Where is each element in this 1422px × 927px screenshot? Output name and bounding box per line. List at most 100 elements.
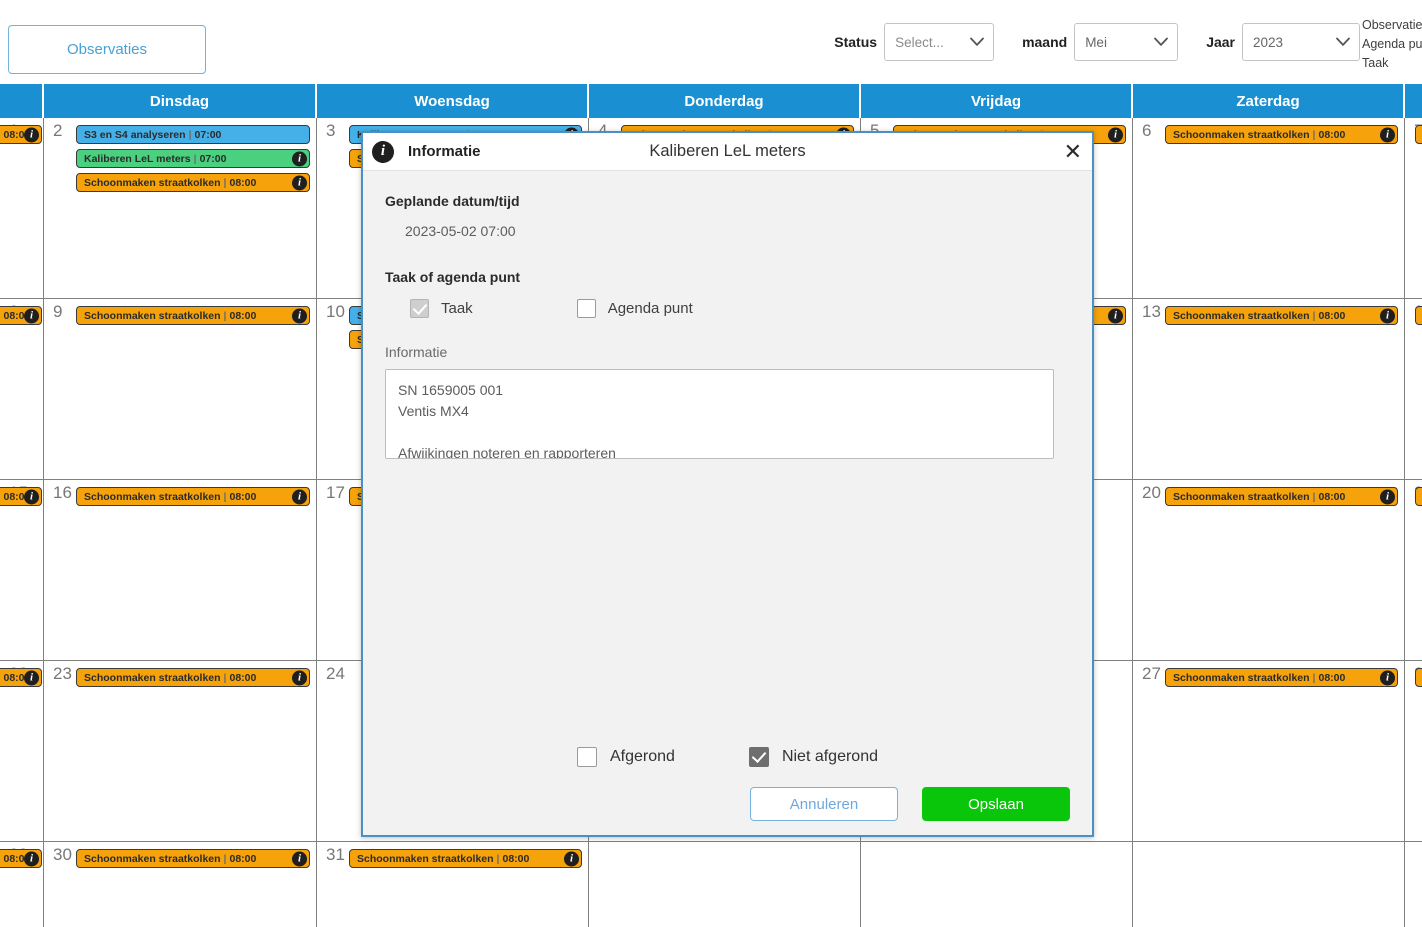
event-pill[interactable]: S3 en S4 analyseren | 07:00 (76, 125, 310, 144)
event-separator: | (188, 128, 192, 141)
info-icon[interactable]: i (564, 851, 579, 866)
event-time: 08:00 (3, 128, 31, 141)
day-number: 20 (1142, 483, 1161, 502)
calendar-day-cell[interactable]: 16 Schoonmaken straatkolken | 08:00 i (44, 480, 317, 660)
status-select[interactable]: Select... (884, 23, 995, 61)
day-events: Schoonmaken straatkolken|08:00 i (1165, 484, 1398, 506)
event-pill[interactable]: Schoonmaken straatkolken|08:00i (0, 487, 42, 506)
info-icon[interactable]: i (292, 489, 307, 504)
event-pill[interactable]: Schoonmaken straatkolken|08:00i (1415, 487, 1422, 506)
tab-observaties[interactable]: Observaties (8, 25, 206, 74)
info-icon[interactable]: i (24, 670, 39, 685)
event-title: Schoonmaken straatkolken (1173, 309, 1310, 322)
niet-afgerond-checkbox[interactable] (748, 747, 769, 767)
calendar-day-cell[interactable] (1133, 842, 1405, 927)
event-time: 08:00 (229, 671, 257, 684)
info-icon[interactable]: i (1380, 670, 1395, 685)
info-icon[interactable]: i (24, 127, 39, 142)
event-pill[interactable]: Schoonmaken straatkolken|08:00i (1415, 668, 1422, 687)
taak-label: Taak (441, 300, 473, 317)
close-icon[interactable]: ✕ (1063, 138, 1082, 164)
afgerond-checkbox[interactable] (577, 747, 597, 767)
jaar-select[interactable]: 2023 (1242, 23, 1360, 61)
taak-checkbox[interactable] (410, 299, 429, 318)
info-icon[interactable]: i (1108, 308, 1123, 323)
calendar-day-cell[interactable]: 30 Schoonmaken straatkolken | 08:00 i (44, 842, 317, 927)
event-pill[interactable]: Schoonmaken straatkolken|08:00i (0, 125, 42, 144)
save-button[interactable]: Opslaan (922, 787, 1070, 821)
event-separator: | (223, 852, 227, 865)
calendar-day-cell[interactable]: 9 Schoonmaken straatkolken | 08:00 i (44, 299, 317, 479)
calendar-day-cell[interactable]: 22Schoonmaken straatkolken|08:00i (0, 661, 44, 841)
day-events: Schoonmaken straatkolken|08:00 i (1165, 122, 1398, 144)
calendar-day-cell[interactable]: 28Schoonmaken straatkolken|08:00i (1405, 661, 1422, 841)
info-icon[interactable]: i (24, 851, 39, 866)
calendar-day-cell[interactable] (589, 842, 861, 927)
day-number: 3 (326, 121, 336, 140)
calendar-day-cell[interactable]: 13 Schoonmaken straatkolken | 08:00 i (1133, 299, 1405, 479)
cancel-button[interactable]: Annuleren (750, 787, 898, 821)
calendar-day-cell[interactable] (861, 842, 1133, 927)
event-separator: | (0, 853, 4, 865)
event-separator: | (223, 309, 227, 322)
event-pill[interactable]: Schoonmaken straatkolken|08:00i (1415, 125, 1422, 144)
calendar-day-cell[interactable] (1405, 842, 1422, 927)
info-icon[interactable]: i (1380, 308, 1395, 323)
day-number: 10 (326, 302, 345, 321)
info-icon[interactable]: i (1380, 127, 1395, 142)
calendar-day-cell[interactable]: 8Schoonmaken straatkolken|08:00i (0, 299, 44, 479)
niet-afgerond-label: Niet afgerond (781, 748, 878, 765)
legend-item-observatie: Observatie (1362, 18, 1422, 32)
event-title: Schoonmaken straatkolken (84, 309, 221, 322)
calendar-day-cell[interactable]: 6 Schoonmaken straatkolken | 08:00 i (1133, 118, 1405, 298)
legend-item-taak: Taak (1362, 56, 1389, 70)
agendapunt-checkbox[interactable] (576, 299, 596, 318)
calendar-day-cell[interactable]: 21Schoonmaken straatkolken|08:00i (1405, 480, 1422, 660)
calendar-day-cell[interactable]: 20 Schoonmaken straatkolken | 08:00 i (1133, 480, 1405, 660)
modal-footer: Afgerond Niet afgerond Annuleren Opslaan (363, 747, 1092, 835)
event-pill[interactable]: Schoonmaken straatkolken|08:00i (0, 668, 42, 687)
informatie-textarea[interactable]: SN 1659005 001 Ventis MX4 Afwijkingen no… (385, 369, 1054, 459)
event-pill[interactable]: Kaliberen LeL meters|07:00 i (76, 149, 310, 168)
calendar-day-cell[interactable]: 2 S3 en S4 analyseren | 07:00 Kaliberen LeL … (44, 118, 317, 298)
event-separator: | (0, 310, 4, 322)
calendar-day-cell[interactable]: 31 Schoonmaken straatkolken | 08:00 i (317, 842, 589, 927)
calendar-week-row: 29Schoonmaken straatkolken|08:00i 30 Schoo… (0, 842, 1422, 927)
calendar-day-cell[interactable]: 15Schoonmaken straatkolken|08:00i (0, 480, 44, 660)
event-title: Schoonmaken straatkolken (84, 176, 221, 189)
info-icon[interactable]: i (24, 308, 39, 323)
event-pill[interactable]: Schoonmaken straatkolken|08:00i (0, 849, 42, 868)
maand-select[interactable]: Mei (1074, 23, 1179, 61)
day-number: 24 (326, 664, 345, 683)
event-pill[interactable]: Schoonmaken straatkolken|08:00i (0, 306, 42, 325)
calendar-day-cell[interactable]: 23 Schoonmaken straatkolken | 08:00 i (44, 661, 317, 841)
info-icon[interactable]: i (24, 489, 39, 504)
calendar-day-cell[interactable]: 29Schoonmaken straatkolken|08:00i (0, 842, 44, 927)
info-icon[interactable]: i (1108, 127, 1123, 142)
info-icon[interactable]: i (292, 670, 307, 685)
toolbar: Observaties Status Select... maand Mei J… (0, 0, 1422, 84)
info-icon[interactable]: i (292, 308, 307, 323)
jaar-select-value: 2023 (1253, 34, 1284, 50)
info-icon[interactable]: i (292, 151, 307, 166)
event-pill[interactable]: Schoonmaken straatkolken|08:00i (1415, 306, 1422, 325)
info-icon[interactable]: i (292, 851, 307, 866)
modal-button-row: Annuleren Opslaan (385, 787, 1070, 821)
calendar-day-cell[interactable]: 27 Schoonmaken straatkolken | 08:00 i (1133, 661, 1405, 841)
day-number: 27 (1142, 664, 1161, 683)
calendar-day-cell[interactable]: 14Schoonmaken straatkolken|08:00i (1405, 299, 1422, 479)
info-icon[interactable]: i (292, 175, 307, 190)
info-icon[interactable]: i (1380, 489, 1395, 504)
